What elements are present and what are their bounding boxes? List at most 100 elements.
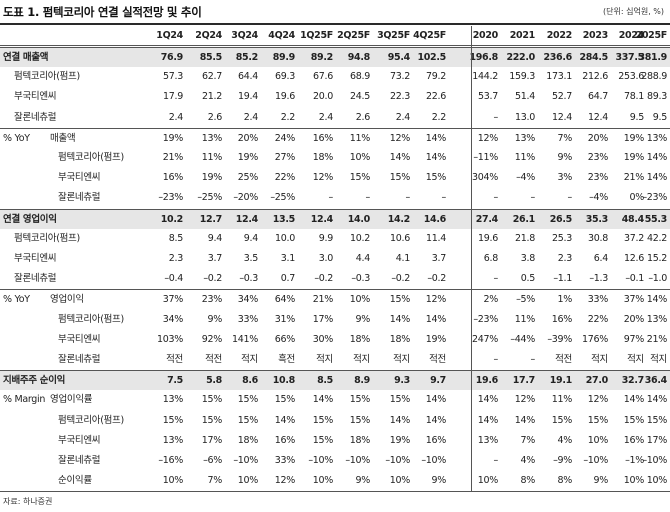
table-cell: 73.2: [390, 71, 410, 83]
row-label: 부국티엔씨: [58, 434, 101, 446]
table-cell: 15%: [389, 172, 411, 184]
table-cell: –20%: [233, 192, 258, 204]
table-cell: 15%: [312, 434, 334, 446]
table-cell: 12.4: [588, 111, 608, 123]
table-cell: 10.2: [160, 213, 184, 225]
table-cell: 15%: [162, 414, 184, 426]
table-cell: 32.7: [621, 375, 645, 387]
table-cell: 69.3: [275, 71, 295, 83]
table-cell: 10%: [349, 152, 371, 163]
table-cell: 14%: [477, 414, 499, 426]
table-cell: –0.2: [391, 273, 410, 285]
table-cell: 288.9: [641, 71, 667, 83]
table-cell: 304%: [472, 172, 498, 184]
table-cell: 6.8: [483, 253, 499, 264]
row-label: 영업이익률: [50, 394, 93, 406]
table-cell: 21%: [312, 294, 334, 306]
table-cell: –: [328, 192, 334, 204]
table-row: 잘론네츄럴 –16% –6% –10% 33% –10% –10% –10% –10% – 4% –9…: [0, 451, 670, 471]
table-row-total: 지배주주 순이익 7.5 5.8 8.6 10.8 8.5 8.9 9.3 9.7 19.6 17.…: [0, 370, 670, 391]
table-cell: 19%: [389, 434, 411, 446]
table-cell: 7%: [207, 475, 223, 487]
table-cell: 15.2: [647, 253, 667, 264]
row-label: 잘론네츄럴: [58, 455, 101, 466]
table-row: 부국티엔씨 16% 19% 25% 22% 12% 15% 15% 15% 304% –4% 3% 23…: [0, 168, 670, 188]
table-cell: 14.0: [347, 213, 371, 225]
table-cell: 15%: [201, 394, 223, 406]
table-cell: 적지: [353, 354, 370, 365]
table-cell: 14%: [646, 152, 668, 163]
table-cell: 76.9: [160, 52, 184, 63]
table-cell: 19.6: [478, 232, 498, 244]
table-cell: 15%: [237, 414, 259, 426]
table-cell: 2.6: [355, 111, 371, 123]
table-cell: 17%: [312, 313, 334, 325]
table-cell: –1%: [625, 455, 644, 466]
table-cell: 13.5: [272, 213, 296, 225]
table-cell: 2.4: [395, 111, 411, 123]
table-cell: 33%: [237, 313, 259, 325]
table-cell: 10%: [389, 475, 411, 487]
table-cell: 102.5: [417, 52, 446, 63]
table-cell: 19%: [623, 152, 645, 163]
table-cell: 적지: [393, 354, 410, 365]
table-cell: 37%: [623, 294, 645, 306]
table-cell: 92%: [201, 333, 223, 345]
table-cell: 적전: [555, 354, 572, 365]
table-cell: 53.7: [478, 91, 498, 103]
table-cell: 6.4: [593, 253, 609, 264]
row-label: 영업이익: [50, 294, 84, 306]
table-cell: 흑전: [278, 354, 295, 365]
table-cell: 18%: [312, 152, 334, 163]
table-cell: 10%: [349, 294, 371, 306]
table-cell: 3%: [557, 172, 573, 184]
table-cell: 94.8: [347, 52, 371, 63]
table-cell: 9.4: [207, 232, 223, 244]
table-cell: 15%: [349, 414, 371, 426]
table-cell: 10%: [587, 434, 609, 446]
column-header: 2021: [509, 30, 536, 41]
table-cell: –10%: [385, 455, 410, 466]
table-cell: 20%: [237, 132, 259, 144]
table-row: 부국티엔씨 2.3 3.7 3.5 3.1 3.0 4.4 4.1 3.7 6.8 3.8 2.3 6.…: [0, 249, 670, 269]
table-cell: 253.6: [618, 71, 644, 83]
table-cell: 24.5: [350, 91, 370, 103]
table-cell: 적지: [316, 354, 333, 365]
table-cell: –23%: [158, 192, 183, 204]
table-cell: 11%: [201, 152, 223, 163]
row-label: 펌텍코리아(펌프): [58, 152, 124, 163]
table-cell: –6%: [203, 455, 222, 466]
table-cell: –0.1: [625, 273, 644, 285]
column-header: 1Q25F: [300, 30, 333, 41]
table-cell: 68.9: [350, 71, 370, 83]
table-cell: 4%: [557, 434, 573, 446]
table-cell: 159.3: [509, 71, 535, 83]
table-cell: 9%: [431, 475, 447, 487]
table-cell: 15%: [587, 414, 609, 426]
table-row: 잘론네츄럴 –0.4 –0.2 –0.3 0.7 –0.2 –0.3 –0.2 –0.2 – 0.5…: [0, 269, 670, 289]
quarter-annual-divider: [471, 26, 472, 491]
table-cell: –10%: [308, 455, 333, 466]
table-cell: 42.2: [647, 232, 667, 244]
table-cell: 31%: [274, 313, 296, 325]
table-cell: 19%: [237, 152, 259, 163]
table-cell: 2%: [483, 294, 499, 306]
table-cell: 12%: [389, 132, 411, 144]
source-note: 자료: 하나증권: [3, 497, 53, 506]
table-cell: 8%: [557, 475, 573, 487]
table-cell: 12%: [514, 394, 536, 406]
table-cell: 0.5: [520, 273, 536, 285]
column-header: 4Q24: [268, 30, 295, 41]
table-cell: 5.8: [206, 375, 222, 387]
table-cell: 10%: [623, 475, 645, 487]
table-cell: –5%: [516, 294, 535, 306]
column-header: 2020: [472, 30, 499, 41]
table-cell: 17%: [201, 434, 223, 446]
table-cell: 57.3: [163, 71, 183, 83]
table-cell: 13%: [477, 434, 499, 446]
table-cell: 2.2: [280, 111, 296, 123]
table-row: 잘론네츄럴 적전 적전 적지 흑전 적지 적지 적지 적전 – – 적전 적지 적지 적지: [0, 350, 670, 370]
table-cell: 10%: [477, 475, 499, 487]
table-cell: 176%: [582, 333, 608, 345]
row-label: 잘론네츄럴: [58, 192, 101, 204]
